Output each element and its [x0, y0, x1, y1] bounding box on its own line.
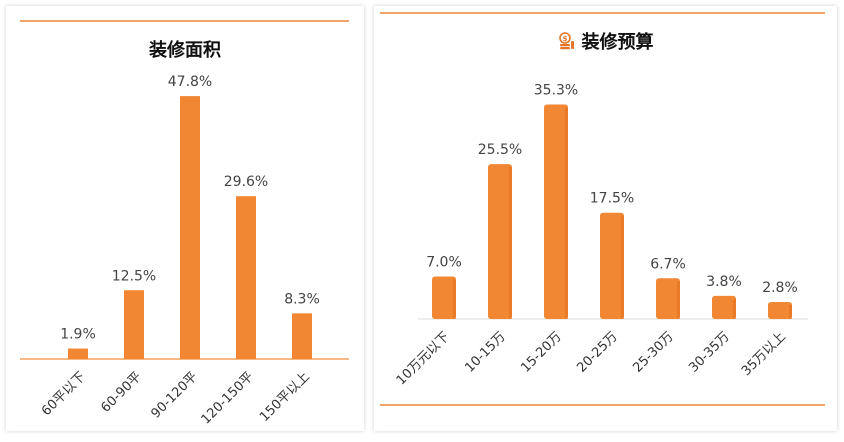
bar-2 — [488, 164, 512, 319]
x-tick-label: 120-150平 — [199, 369, 257, 427]
x-tick-label: 15-20万 — [518, 329, 565, 376]
data-label: 17.5% — [590, 191, 634, 207]
x-tick-label: 35万以上 — [739, 329, 789, 379]
data-label: 25.5% — [478, 142, 522, 158]
area-bar-chart: 1.9% 60平以下 12.5% 60-90平 47.8% 90-120平 29.6% 120… — [20, 74, 349, 427]
data-label: 7.0% — [426, 254, 462, 270]
data-label: 12.5% — [112, 268, 156, 284]
data-label: 35.3% — [534, 83, 578, 99]
x-tick-label: 10万元以下 — [394, 329, 453, 388]
data-label: 1.9% — [60, 327, 96, 343]
data-label: 2.8% — [762, 280, 798, 296]
x-tick-label: 20-25万 — [574, 329, 621, 376]
x-tick-label: 25-30万 — [630, 329, 677, 376]
bar-6 — [712, 295, 736, 319]
bar-shade-7 — [789, 304, 792, 319]
bar-4 — [600, 212, 624, 319]
data-label: 29.6% — [224, 174, 268, 190]
coin-stack-icon: $ — [558, 32, 576, 55]
bar-4 — [236, 196, 256, 359]
bar-2 — [124, 290, 144, 359]
x-tick-label: 90-120平 — [148, 369, 200, 421]
bar-1 — [68, 348, 88, 359]
data-label: 47.8% — [168, 74, 212, 90]
chart-title: 装修面积 — [6, 36, 364, 62]
data-label: 3.8% — [706, 274, 742, 290]
x-tick-label: 60平以下 — [39, 369, 89, 419]
bar-5 — [656, 278, 680, 319]
bar-5 — [292, 313, 312, 359]
chart-title-text: 装修预算 — [581, 32, 654, 53]
budget-chart-panel: $ 装修预算 7.0% 10万元以下 25.5% 10-15万 35.3% 15-20万 1… — [374, 6, 837, 431]
bar-3 — [544, 104, 568, 320]
bottom-rule — [380, 404, 825, 406]
data-label: 8.3% — [284, 291, 320, 307]
bar-shade-5 — [677, 281, 680, 319]
bar-shade-2 — [509, 167, 512, 319]
title-rule — [380, 12, 825, 14]
bar-shade-6 — [733, 298, 736, 319]
bar-shade-3 — [565, 107, 568, 320]
x-tick-label: 10-15万 — [462, 329, 509, 376]
svg-text:$: $ — [562, 35, 567, 43]
chart-title: $ 装修预算 — [374, 28, 837, 55]
bar-7 — [768, 301, 792, 319]
x-tick-label: 150平以上 — [257, 369, 313, 425]
data-label: 6.7% — [650, 256, 686, 272]
bar-3 — [180, 96, 200, 359]
chart-title-text: 装修面积 — [149, 40, 221, 61]
x-tick-label: 60-90平 — [98, 369, 145, 416]
area-chart-panel: 装修面积 1.9% 60平以下 12.5% 60-90平 47.8% 90-120平 29.… — [6, 6, 364, 431]
x-tick-label: 30-35万 — [686, 329, 733, 376]
title-rule — [20, 20, 349, 22]
bar-1 — [432, 276, 456, 319]
bar-shade-4 — [621, 215, 624, 319]
budget-bar-chart: 7.0% 10万元以下 25.5% 10-15万 35.3% 15-20万 17.5% 20-… — [394, 83, 808, 388]
bar-shade-1 — [453, 279, 456, 319]
